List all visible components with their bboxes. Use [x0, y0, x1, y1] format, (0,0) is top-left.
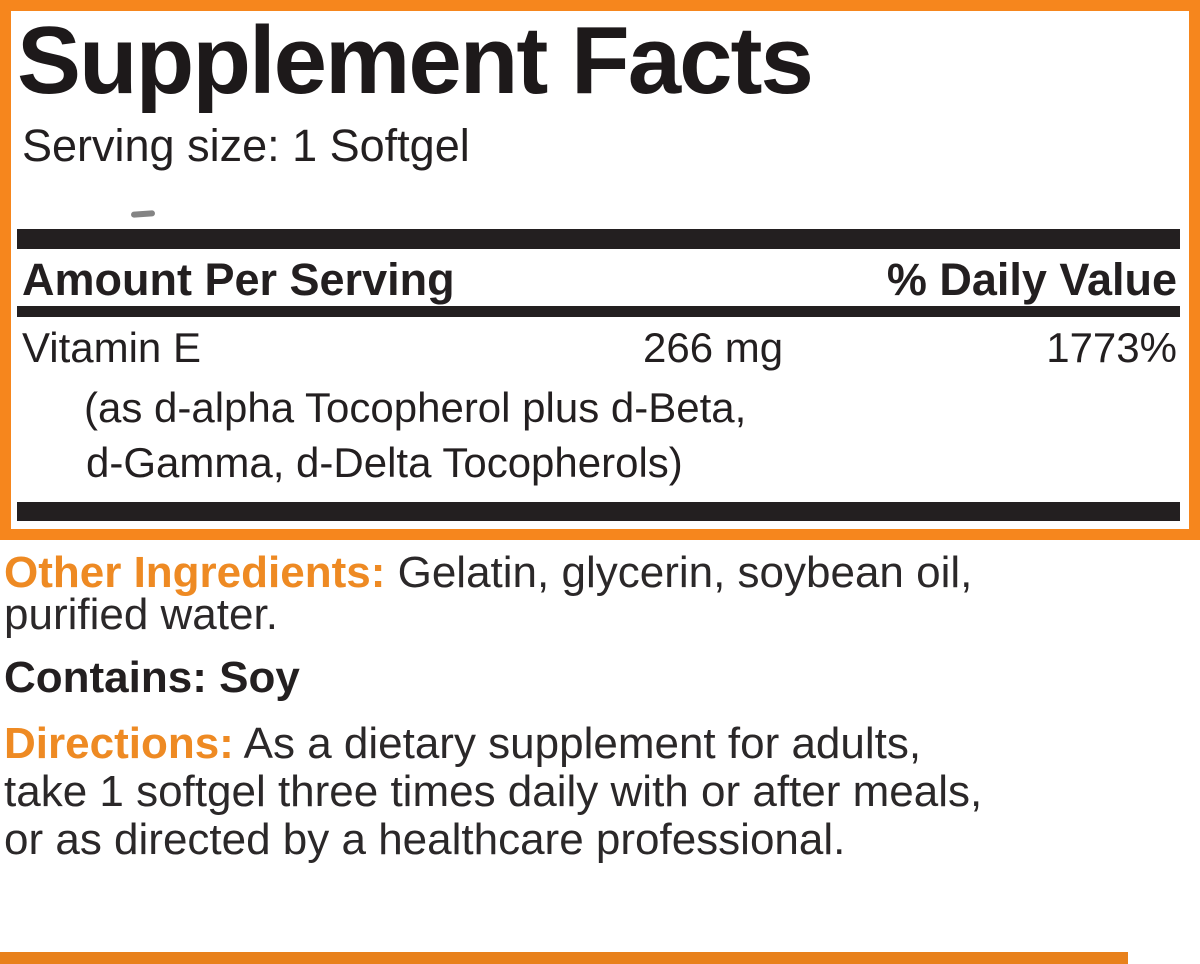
column-header-daily-value: % Daily Value	[886, 254, 1177, 305]
supplement-facts-panel-border	[0, 0, 1200, 540]
directions-text: As a dietary supplement for adults,	[243, 719, 922, 768]
other-ingredients-label: Other Ingredients:	[4, 548, 386, 597]
column-header-amount: Amount Per Serving	[22, 254, 455, 305]
directions-line-1: Directions: As a dietary supplement for …	[4, 719, 921, 769]
other-ingredients-line-2: purified water.	[4, 590, 278, 639]
directions-line-2: take 1 softgel three times daily with or…	[4, 767, 983, 816]
nutrient-detail-line-2: d-Gamma, d-Delta Tocopherols)	[86, 439, 683, 486]
nutrient-amount: 266 mg	[643, 324, 784, 371]
divider-bar-middle	[17, 306, 1180, 317]
nutrient-detail-line-1: (as d-alpha Tocopherol plus d-Beta,	[84, 384, 747, 431]
other-ingredients-text: Gelatin, glycerin, soybean oil,	[397, 548, 973, 597]
nutrient-name: Vitamin E	[22, 324, 201, 371]
divider-bar-top	[17, 229, 1180, 249]
panel-title: Supplement Facts	[17, 7, 814, 114]
contains-text: Contains: Soy	[4, 653, 300, 702]
directions-line-3: or as directed by a healthcare professio…	[4, 815, 846, 864]
bottom-accent-strip	[0, 952, 1128, 964]
serving-size-text: Serving size: 1 Softgel	[22, 120, 470, 171]
divider-bar-bottom	[17, 502, 1180, 521]
nutrient-daily-value: 1773%	[1046, 324, 1177, 371]
directions-label: Directions:	[4, 719, 234, 768]
other-ingredients-line-1: Other Ingredients: Gelatin, glycerin, so…	[4, 548, 972, 598]
